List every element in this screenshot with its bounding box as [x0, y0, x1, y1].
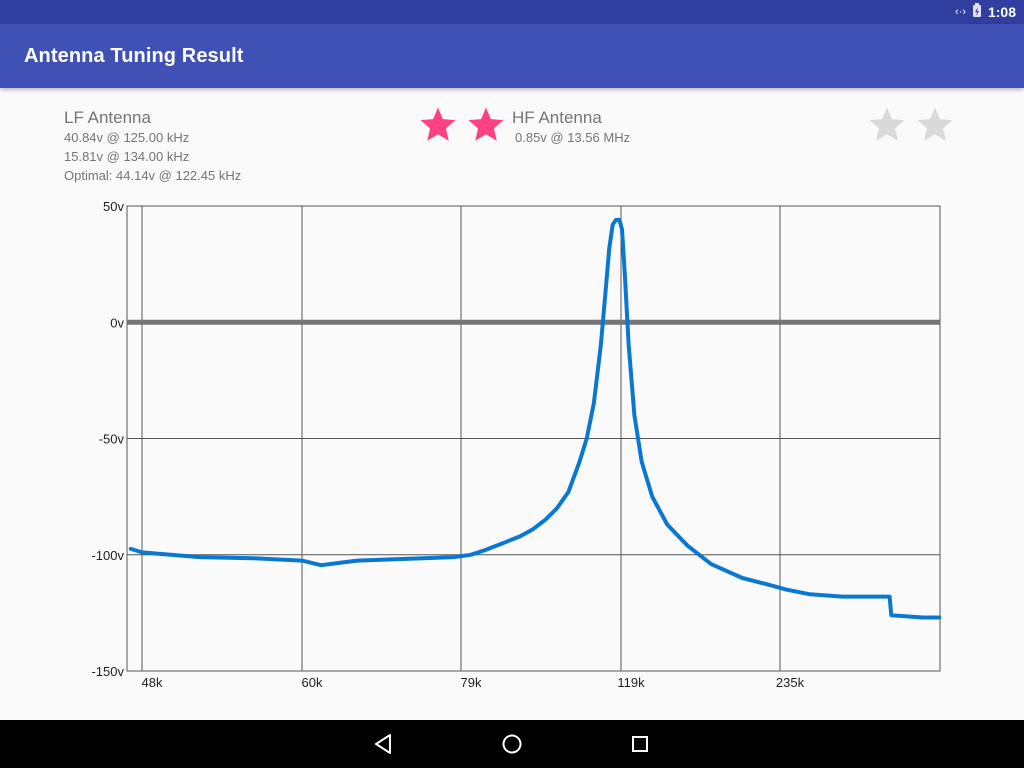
home-icon[interactable] — [500, 732, 524, 756]
status-icons: ‹·› 1:08 — [955, 0, 1016, 24]
app-title: Antenna Tuning Result — [24, 45, 244, 67]
x-tick-label: 119k — [617, 675, 645, 690]
lf-antenna-rating — [417, 104, 507, 146]
hf-antenna-rating — [866, 104, 956, 146]
lf-antenna-info: LF Antenna 40.84v @ 125.00 kHz 15.81v @ … — [64, 108, 241, 185]
status-bar: ‹·› 1:08 — [0, 0, 1024, 24]
y-tick-label: -100v — [91, 548, 124, 563]
status-time: 1:08 — [987, 4, 1016, 20]
lf-antenna-reading: 40.84v @ 125.00 kHz — [64, 130, 190, 145]
navigation-bar — [0, 720, 1024, 768]
y-tick-label: -150v — [91, 664, 124, 679]
lf-antenna-reading: 15.81v @ 134.00 kHz — [64, 149, 190, 164]
x-tick-label: 60k — [302, 675, 323, 690]
y-tick-label: 50v — [103, 199, 124, 214]
hf-star-empty-icon — [917, 107, 953, 141]
vibrate-icon: ‹·› — [954, 6, 966, 18]
y-tick-label: -50v — [99, 432, 125, 447]
y-tick-label: 0v — [110, 315, 124, 330]
hf-antenna-name: HF Antenna — [512, 108, 602, 127]
x-tick-label: 48k — [142, 675, 163, 690]
tuning-chart: 50v 0v -50v -100v -150v 48k 60k 79k 119k 235k — [91, 199, 942, 690]
hf-star-empty-icon — [869, 107, 905, 141]
lf-star-filled-icon — [420, 107, 456, 141]
lf-antenna-optimal: Optimal: 44.14v @ 122.45 kHz — [64, 168, 242, 183]
back-icon[interactable] — [372, 732, 396, 756]
lf-antenna-name: LF Antenna — [64, 108, 151, 127]
hf-antenna-reading: 0.85v @ 13.56 MHz — [515, 130, 631, 145]
app-bar: Antenna Tuning Result — [0, 24, 1024, 88]
series-line — [128, 217, 942, 620]
x-tick-label: 235k — [776, 675, 805, 690]
recents-icon[interactable] — [628, 732, 652, 756]
battery-charging-icon — [972, 3, 982, 21]
x-tick-label: 79k — [461, 675, 482, 690]
hf-antenna-info: HF Antenna 0.85v @ 13.56 MHz — [512, 108, 630, 147]
lf-star-filled-icon — [468, 107, 504, 141]
